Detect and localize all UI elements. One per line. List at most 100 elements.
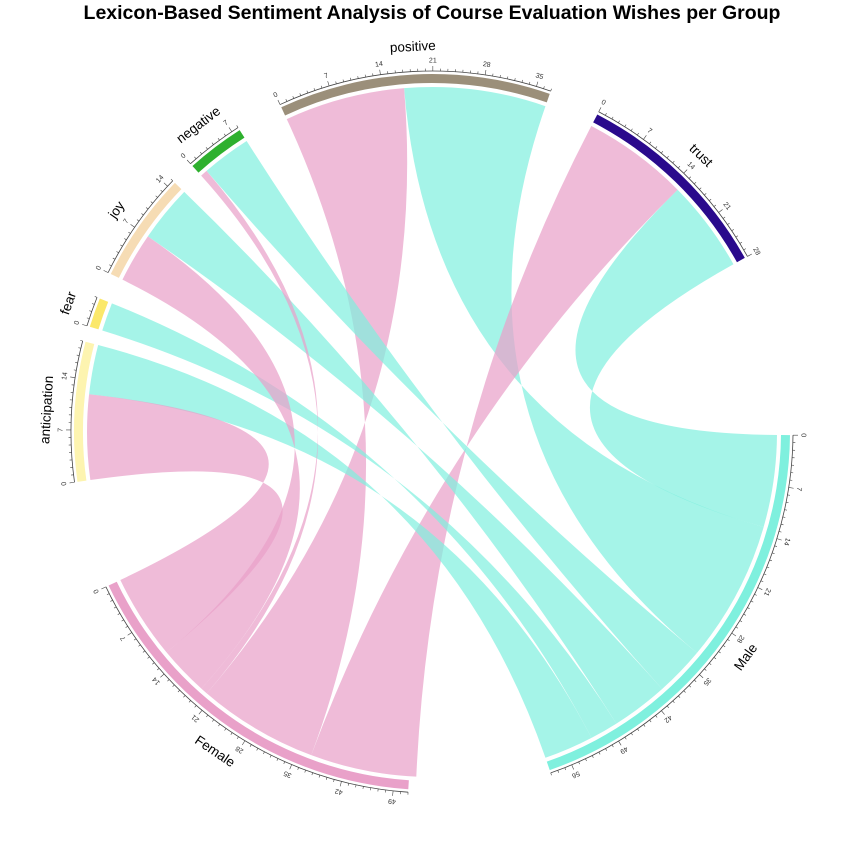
tick-mark bbox=[655, 146, 658, 149]
tick-mark bbox=[128, 231, 131, 234]
tick-mark bbox=[735, 235, 739, 238]
tick-mark bbox=[666, 705, 670, 708]
tick-mark bbox=[116, 251, 119, 253]
tick-mark bbox=[585, 758, 587, 762]
tick-mark bbox=[760, 580, 764, 583]
tick-mark bbox=[103, 270, 109, 273]
chart-title: Lexicon-Based Sentiment Analysis of Cour… bbox=[83, 2, 781, 24]
tick-mark bbox=[757, 587, 763, 590]
tick-mark bbox=[769, 559, 773, 562]
tick-mark bbox=[342, 79, 344, 83]
tick-mark bbox=[276, 758, 279, 761]
tick-mark bbox=[379, 69, 381, 75]
tick-mark bbox=[86, 317, 90, 319]
tick-mark bbox=[528, 81, 531, 85]
tick-mark bbox=[130, 224, 135, 228]
tick-mark bbox=[747, 253, 752, 257]
tick-mark bbox=[780, 523, 784, 526]
tick-mark bbox=[277, 99, 281, 105]
tick-label: 7 bbox=[795, 487, 803, 492]
tick-mark bbox=[392, 790, 394, 796]
sector-band-trust bbox=[593, 114, 745, 263]
tick-label: 28 bbox=[735, 634, 745, 644]
sector-band-anticipation bbox=[73, 341, 95, 482]
tick-mark bbox=[739, 241, 743, 244]
tick-mark bbox=[283, 761, 286, 765]
tick-mark bbox=[688, 176, 692, 179]
sector-label-negative: negative bbox=[174, 103, 224, 146]
tick-mark bbox=[285, 99, 288, 102]
tick-label: 35 bbox=[283, 769, 293, 779]
tick-mark bbox=[147, 656, 150, 659]
tick-mark bbox=[297, 767, 299, 770]
tick-label: 42 bbox=[662, 713, 673, 723]
tick-mark bbox=[750, 600, 754, 603]
tick-label: 35 bbox=[702, 676, 712, 687]
tick-mark bbox=[124, 238, 127, 241]
tick-mark bbox=[550, 88, 552, 92]
tick-mark bbox=[69, 481, 75, 484]
tick-mark bbox=[211, 142, 214, 145]
tick-mark bbox=[536, 81, 539, 87]
tick-label: 7 bbox=[223, 119, 230, 127]
tick-mark bbox=[78, 347, 81, 349]
tick-mark bbox=[242, 740, 246, 746]
tick-mark bbox=[598, 751, 601, 755]
tick-label: 0 bbox=[73, 320, 81, 326]
tick-label: 28 bbox=[482, 61, 491, 69]
tick-mark bbox=[223, 133, 226, 137]
tick-mark bbox=[630, 732, 633, 736]
tick-label: 14 bbox=[685, 161, 696, 172]
link-male-trust bbox=[575, 189, 777, 528]
tick-mark bbox=[507, 76, 509, 80]
link-male-anticipation bbox=[89, 345, 592, 758]
tick-mark bbox=[655, 715, 658, 718]
tick-mark bbox=[320, 85, 323, 89]
sector-axis-female bbox=[105, 586, 409, 793]
tick-mark bbox=[299, 93, 301, 96]
tick-mark bbox=[194, 156, 197, 159]
sector-band-joy bbox=[110, 182, 182, 278]
tick-mark bbox=[666, 155, 669, 159]
link-female-trust bbox=[311, 125, 678, 777]
tick-mark bbox=[543, 86, 545, 89]
tick-mark bbox=[598, 107, 602, 112]
tick-mark bbox=[661, 151, 664, 154]
tick-mark bbox=[683, 690, 686, 693]
sector-band-male bbox=[546, 435, 790, 771]
tick-mark bbox=[754, 594, 757, 596]
tick-mark bbox=[263, 751, 265, 755]
tick-mark bbox=[782, 516, 786, 518]
tick-label: 14 bbox=[375, 61, 384, 69]
tick-mark bbox=[339, 781, 342, 787]
tick-mark bbox=[121, 619, 124, 622]
tick-mark bbox=[117, 613, 121, 615]
tick-mark bbox=[704, 193, 707, 196]
tick-mark bbox=[727, 222, 730, 225]
tick-mark bbox=[637, 132, 639, 136]
link-male-positive bbox=[404, 86, 764, 653]
tick-mark bbox=[194, 705, 197, 708]
tick-mark bbox=[709, 198, 712, 201]
tick-mark bbox=[521, 79, 523, 83]
tick-mark bbox=[637, 728, 640, 732]
tick-mark bbox=[133, 638, 137, 641]
tick-label: 0 bbox=[95, 265, 103, 272]
tick-mark bbox=[127, 632, 132, 636]
tick-mark bbox=[236, 736, 239, 740]
tick-label: 42 bbox=[334, 787, 343, 796]
tick-mark bbox=[357, 76, 359, 79]
tick-label: 0 bbox=[600, 99, 607, 107]
tick-mark bbox=[110, 600, 113, 602]
tick-mark bbox=[228, 127, 233, 132]
sector-axis-joy bbox=[107, 180, 174, 273]
tick-label: 14 bbox=[155, 174, 166, 185]
tick-mark bbox=[672, 700, 675, 704]
tick-mark bbox=[731, 632, 737, 637]
tick-mark bbox=[101, 586, 107, 590]
tick-mark bbox=[618, 740, 622, 746]
tick-mark bbox=[212, 719, 215, 722]
sector-label-anticipation: anticipation bbox=[37, 375, 56, 444]
link-female-negative bbox=[201, 170, 318, 694]
tick-mark bbox=[624, 124, 627, 127]
